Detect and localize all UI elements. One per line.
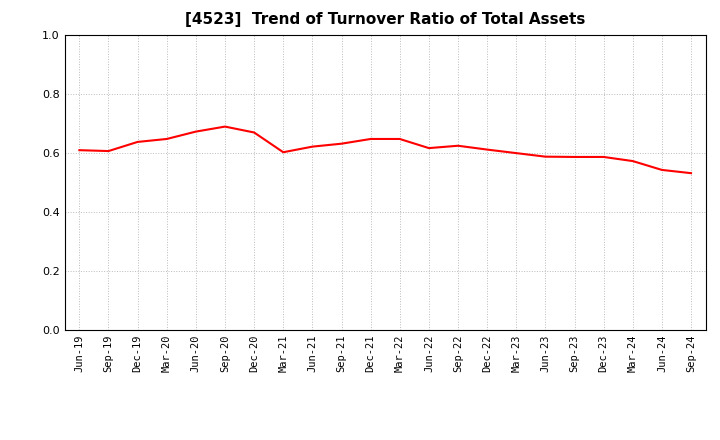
Title: [4523]  Trend of Turnover Ratio of Total Assets: [4523] Trend of Turnover Ratio of Total … <box>185 12 585 27</box>
